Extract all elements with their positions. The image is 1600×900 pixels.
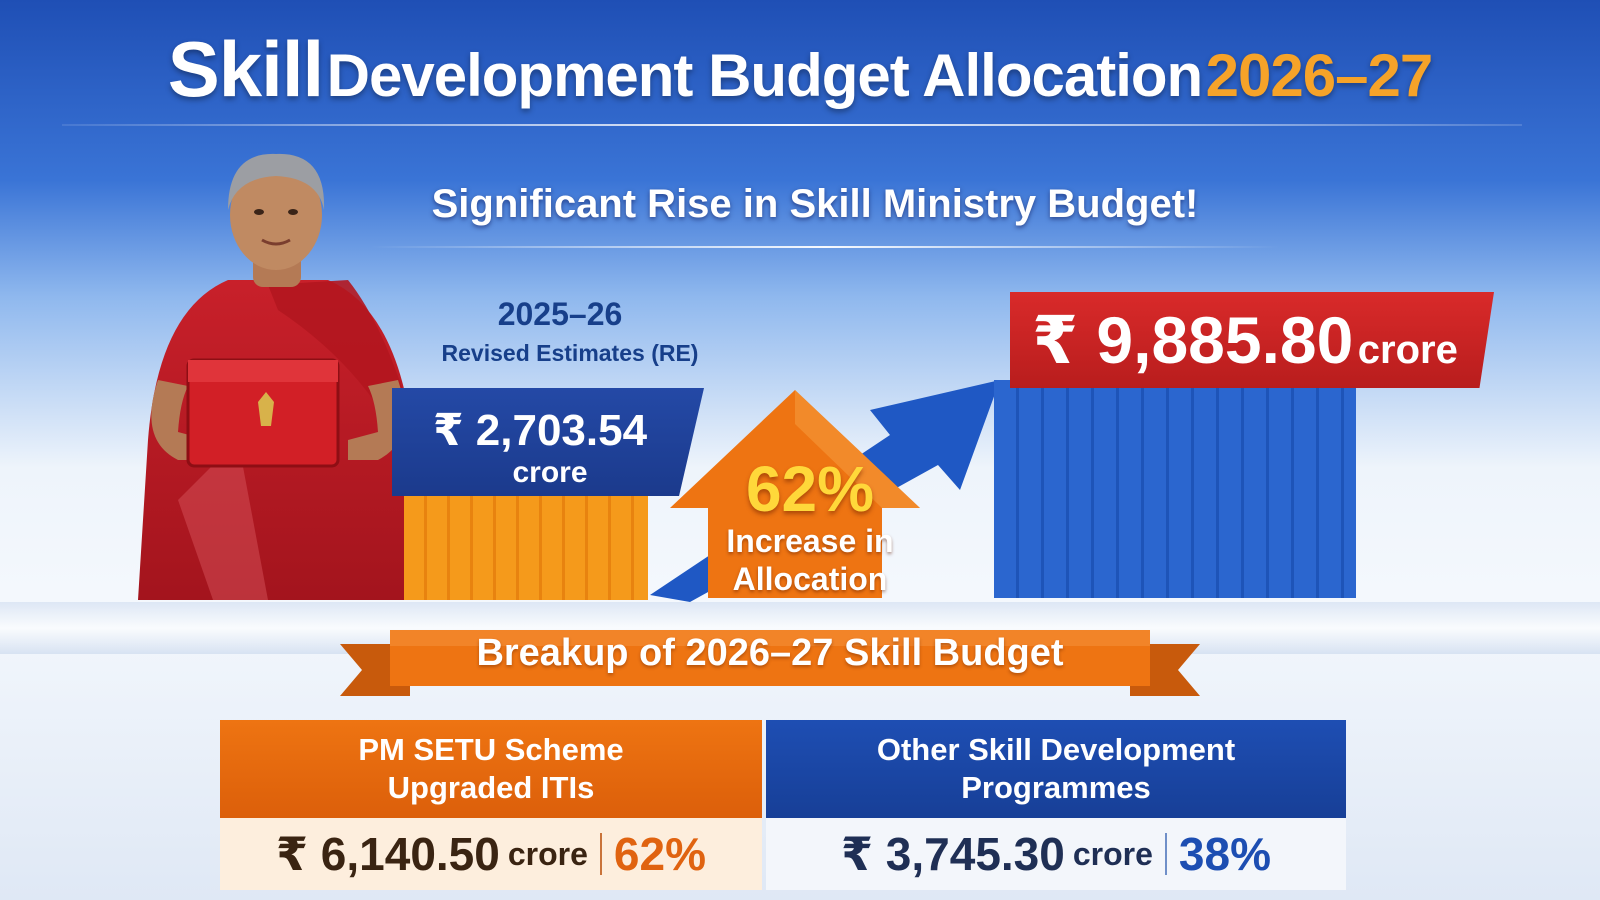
current-amount-label: ₹ 9,885.80 crore xyxy=(1010,302,1480,379)
previous-amount-box xyxy=(392,388,704,496)
title-part-main: Development Budget Allocation xyxy=(326,42,1204,109)
title-part-skill: Skill xyxy=(167,25,324,113)
current-amount-box xyxy=(1010,292,1494,388)
current-amount-unit: crore xyxy=(1357,328,1458,372)
other-programmes-share: 38% xyxy=(1178,828,1271,880)
subtitle-divider xyxy=(370,246,1280,248)
value-divider xyxy=(1164,833,1167,875)
pm-setu-name-line1: PM SETU Scheme xyxy=(358,732,624,767)
title-divider xyxy=(62,124,1522,126)
up-arrow-icon xyxy=(670,390,920,598)
current-budget-bar xyxy=(994,380,1356,598)
previous-year-label: Revised Estimates (RE) xyxy=(441,340,699,366)
increase-label: Increase in Allocation xyxy=(700,522,920,598)
subtitle: Significant Rise in Skill Ministry Budge… xyxy=(431,182,1199,226)
breakup-card-other-header: Other Skill Development Programmes xyxy=(766,720,1346,818)
growth-arrow-graphic xyxy=(650,380,1000,602)
other-programmes-name-line1: Other Skill Development xyxy=(876,732,1236,767)
main-title: Skill Development Budget Allocation 2026… xyxy=(0,24,1600,115)
pm-setu-unit: crore xyxy=(507,835,588,872)
previous-amount-unit: crore xyxy=(512,456,588,489)
other-programmes-amount: ₹ 3,745.30 xyxy=(841,828,1065,880)
breakup-card-pm-setu-value: ₹ 6,140.50 crore 62% xyxy=(220,818,762,890)
pm-setu-amount: ₹ 6,140.50 xyxy=(276,828,500,880)
increase-label-line1: Increase in xyxy=(726,523,894,559)
previous-amount: ₹ 2,703.54 xyxy=(432,406,648,455)
increase-percent: 62% xyxy=(745,453,875,525)
breakup-heading: Breakup of 2026–27 Skill Budget xyxy=(476,632,1064,674)
previous-year: 2025–26 xyxy=(497,296,623,332)
breakup-card-pm-setu-header: PM SETU Scheme Upgraded ITIs xyxy=(220,720,762,818)
increase-label-line2: Allocation xyxy=(732,561,888,597)
breakup-card-other-value: ₹ 3,745.30 crore 38% xyxy=(766,818,1346,890)
pm-setu-name-line2: Upgraded ITIs xyxy=(387,770,595,805)
finance-minister-photo xyxy=(138,153,423,600)
value-divider xyxy=(599,833,602,875)
previous-budget-bar xyxy=(404,496,648,600)
breakup-ribbon xyxy=(340,630,1200,696)
other-programmes-unit: crore xyxy=(1072,835,1153,872)
pm-setu-share: 62% xyxy=(613,828,706,880)
title-year: 2026–27 xyxy=(1205,42,1434,109)
other-programmes-name-line2: Programmes xyxy=(961,770,1151,805)
current-amount: ₹ 9,885.80 xyxy=(1032,303,1354,377)
